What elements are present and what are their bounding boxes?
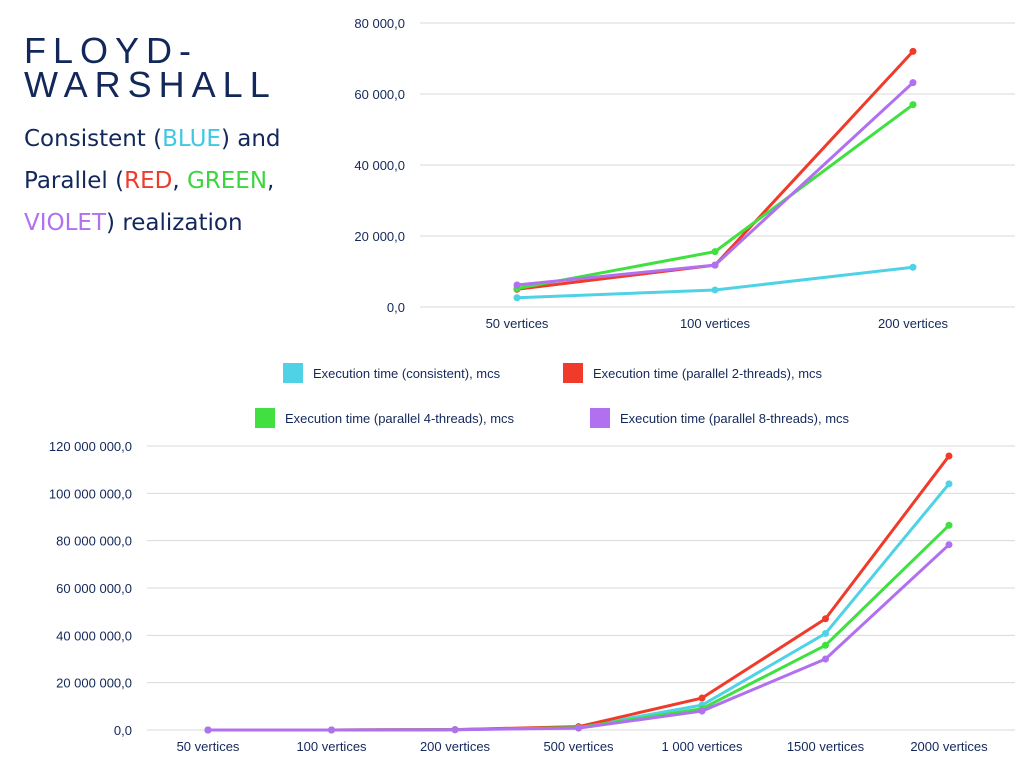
bottom-xtick-label: 500 vertices: [543, 739, 614, 754]
top-point-parallel2: [909, 47, 917, 55]
main-title: FLOYD- WARSHALL: [24, 30, 324, 105]
top-point-consistent: [711, 286, 719, 294]
bottom-point-parallel8: [451, 726, 459, 734]
bottom-point-parallel8: [822, 655, 829, 663]
bottom-ytick-label: 0,0: [114, 723, 132, 738]
bottom-point-parallel8: [328, 726, 335, 734]
subtitle-green: GREEN: [186, 168, 268, 194]
bottom-point-parallel8: [575, 724, 582, 732]
bottom-series-line-parallel2: [207, 455, 951, 732]
bottom-ytick-label: 120 000 000,0: [49, 439, 132, 454]
bottom-xtick-label: 2000 vertices: [910, 739, 988, 754]
bottom-ytick-label: 100 000 000,0: [49, 486, 132, 501]
legend-item-consistent: Execution time (consistent), mcs: [283, 363, 500, 383]
subtitle-blue: BLUE: [162, 126, 221, 152]
top-point-consistent: [513, 294, 521, 302]
bottom-point-parallel8: [945, 541, 953, 549]
top-point-parallel4: [711, 248, 719, 256]
subtitle-and: ) and: [220, 126, 281, 152]
bottom-point-parallel4: [945, 521, 953, 529]
top-point-consistent: [909, 263, 917, 271]
bottom-point-parallel8: [204, 726, 212, 734]
bottom-point-parallel2: [698, 694, 706, 702]
bottom-series-line-parallel8: [207, 543, 951, 732]
bottom-xtick-label: 200 vertices: [420, 739, 491, 754]
bottom-ytick-label: 20 000 000,0: [56, 676, 132, 691]
top-point-parallel8: [909, 79, 917, 87]
bottom-point-parallel2: [945, 452, 953, 460]
legend-label-consistent: Execution time (consistent), mcs: [313, 365, 501, 381]
top-point-parallel8: [711, 261, 719, 269]
top-xtick-label: 200 vertices: [878, 316, 949, 331]
legend-label-parallel2: Execution time (parallel 2-threads), mcs: [593, 365, 823, 381]
top-ytick-label: 80 000,0: [354, 16, 405, 31]
legend-swatch-parallel2: [563, 363, 583, 383]
main-title-line1: FLOYD-: [24, 30, 199, 71]
legend-label-parallel4: Execution time (parallel 4-threads), mcs: [285, 410, 515, 426]
subtitle-parallel: Parallel (: [24, 168, 125, 194]
top-line-chart: 0,0 20 000,0 40 000,0 60 000,0 80 000,0 50 ve…: [354, 16, 1015, 331]
top-point-parallel8: [513, 281, 521, 289]
bottom-point-consistent: [945, 480, 953, 488]
bottom-xtick-label: 1 000 vertices: [662, 739, 743, 754]
top-ytick-label: 0,0: [387, 300, 405, 315]
legend-swatch-parallel4: [255, 408, 275, 428]
bottom-point-parallel4: [822, 641, 829, 649]
title-block: FLOYD- WARSHALL Consistent (BLUE) and Pa…: [24, 30, 324, 244]
bottom-xtick-label: 1500 vertices: [787, 739, 865, 754]
bottom-point-parallel2: [822, 615, 829, 623]
bottom-ytick-label: 60 000 000,0: [56, 581, 132, 596]
top-xtick-label: 100 vertices: [680, 316, 751, 331]
legend-item-parallel8: Execution time (parallel 8-threads), mcs: [590, 408, 849, 428]
legend-item-parallel2: Execution time (parallel 2-threads), mcs: [563, 363, 822, 383]
subtitle-comma2: ,: [267, 168, 275, 194]
subtitle: Consistent (BLUE) and Parallel (RED, GRE…: [24, 118, 324, 244]
top-xtick-label: 50 vertices: [486, 316, 549, 331]
legend-swatch-parallel8: [590, 408, 610, 428]
subtitle-red: RED: [124, 168, 173, 194]
bottom-xtick-label: 50 vertices: [177, 739, 240, 754]
legend-swatch-consistent: [283, 363, 303, 383]
top-ytick-label: 40 000,0: [354, 158, 405, 173]
subtitle-consistent: Consistent (: [24, 126, 163, 152]
legend-label-parallel8: Execution time (parallel 8-threads), mcs: [620, 410, 850, 426]
top-ytick-label: 20 000,0: [354, 229, 405, 244]
bottom-point-parallel8: [698, 707, 706, 715]
subtitle-comma1: ,: [172, 168, 187, 194]
main-title-line2: WARSHALL: [24, 64, 277, 105]
bottom-series-line-parallel4: [207, 524, 951, 732]
subtitle-violet: VIOLET: [24, 210, 107, 236]
subtitle-realization: ) realization: [106, 210, 243, 236]
top-point-parallel4: [909, 101, 917, 109]
bottom-ytick-label: 80 000 000,0: [56, 534, 132, 549]
top-ytick-label: 60 000,0: [354, 87, 405, 102]
bottom-ytick-label: 40 000 000,0: [56, 628, 132, 643]
bottom-point-consistent: [822, 629, 829, 637]
bottom-xtick-label: 100 vertices: [296, 739, 367, 754]
legend-item-parallel4: Execution time (parallel 4-threads), mcs: [255, 408, 514, 428]
bottom-series-line-consistent: [207, 482, 951, 732]
